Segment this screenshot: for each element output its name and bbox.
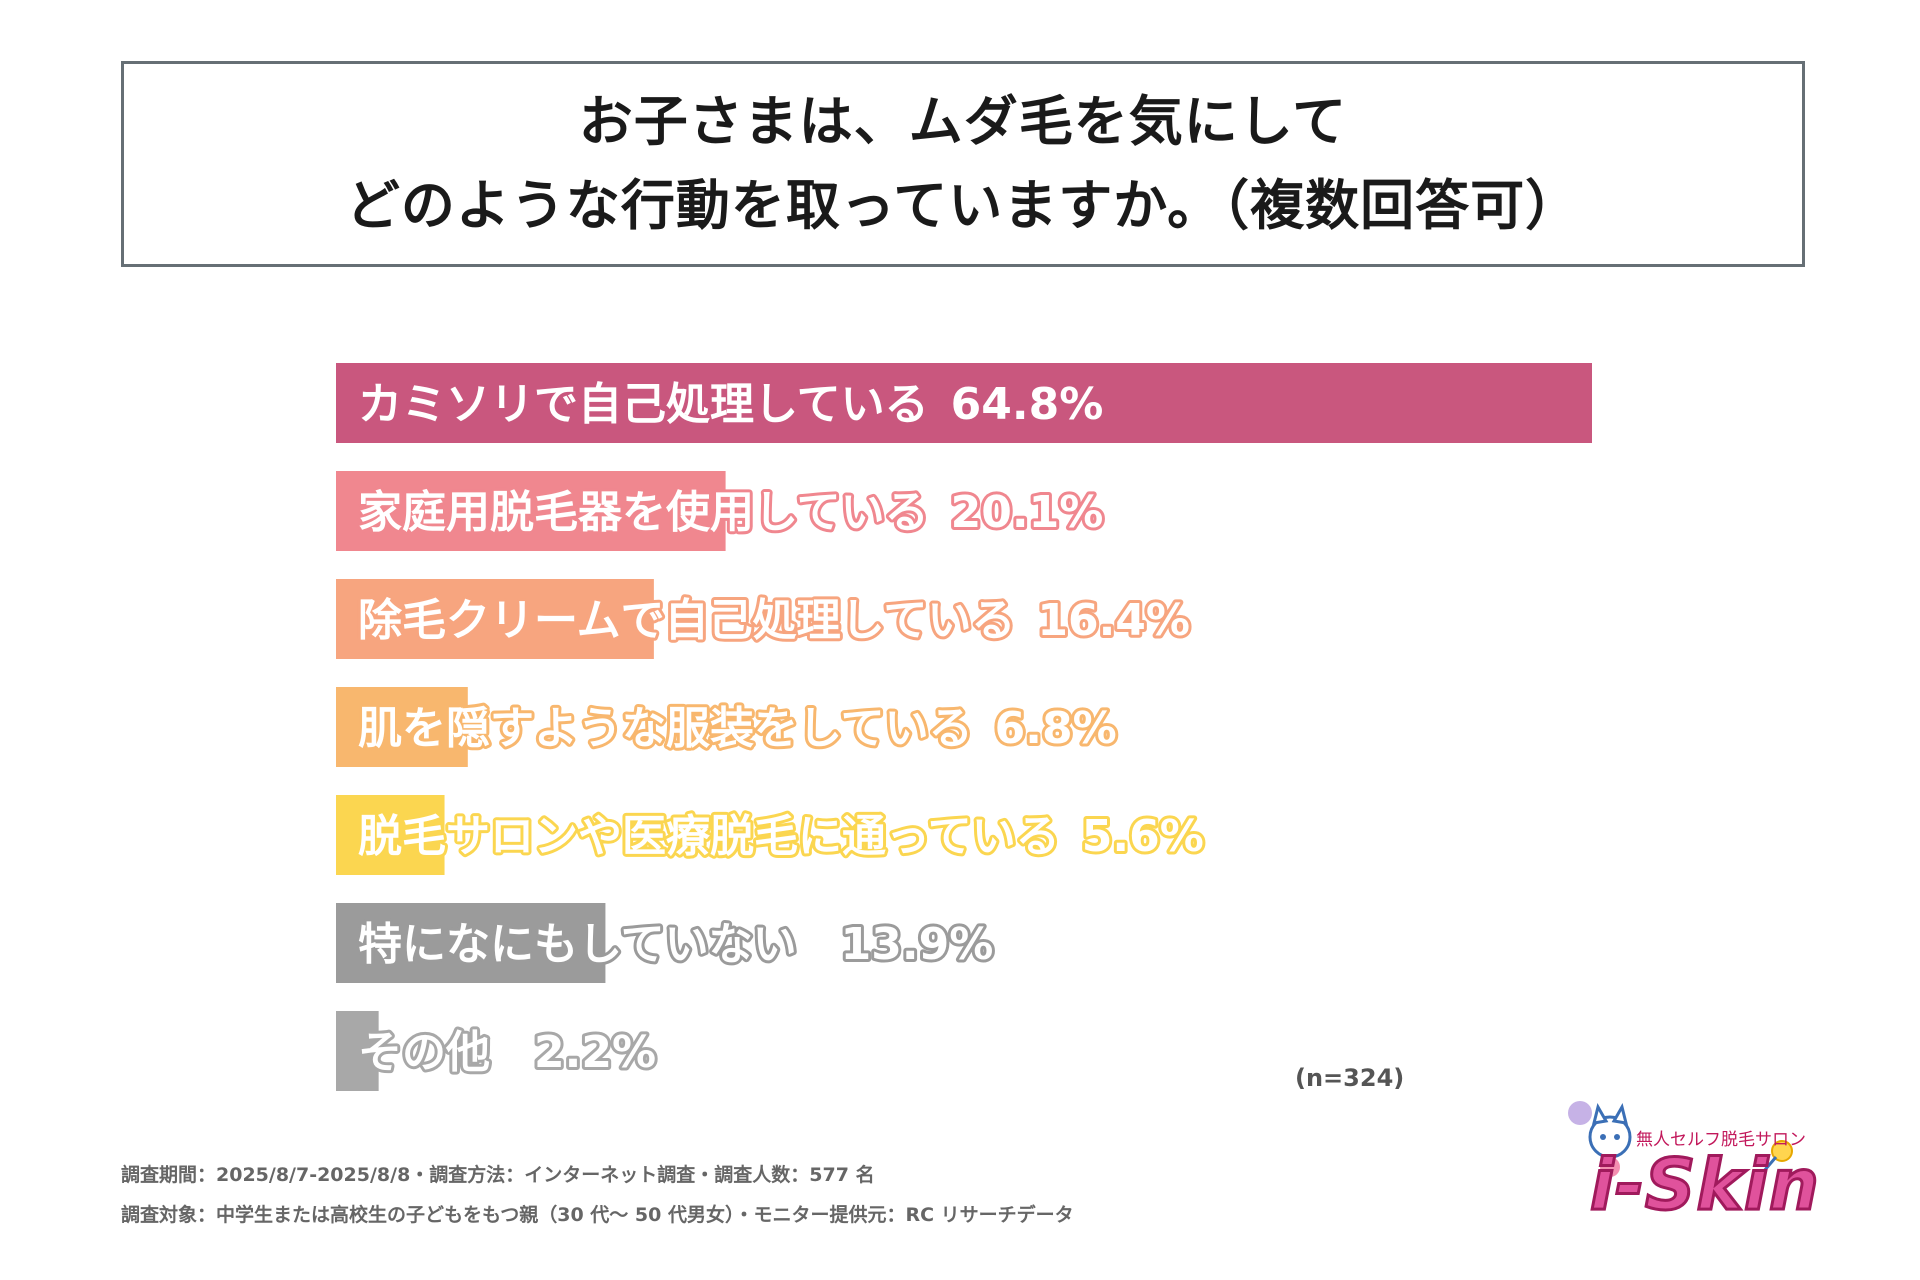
sparkle-icon <box>1762 1140 1793 1172</box>
title-line-1: お子さまは、ムダ毛を気にして <box>578 90 1348 153</box>
bar-label-4: 肌を隠すような服装をしている 6.8% <box>358 703 1117 754</box>
bar-7 <box>336 1011 379 1091</box>
bar-4 <box>336 687 468 767</box>
bar-6 <box>336 903 606 983</box>
bar-label-2: 家庭用脱毛器を使用している 20.1% <box>358 487 1103 538</box>
bar-1 <box>336 363 1592 443</box>
title-box: お子さまは、ムダ毛を気にして どのような行動を取っていますか。（複数回答可） <box>121 61 1805 267</box>
bar-3 <box>336 579 654 659</box>
bar-label-7: その他 2.2% <box>358 1027 656 1078</box>
bar-label-1: カミソリで自己処理している 64.8% <box>358 379 1103 430</box>
bar-5 <box>336 795 445 875</box>
bar-label-5: 脱毛サロンや医療脱毛に通っている 5.6% <box>358 811 1204 862</box>
bar-label-6: 特になにもしていない 13.9% <box>358 919 993 970</box>
title-line-2: どのような行動を取っていますか。（複数回答可） <box>345 174 1581 237</box>
bar-label-3: 除毛クリームで自己処理している 16.4% <box>358 595 1190 646</box>
logo-wordmark: i-Skin <box>1589 1144 1821 1227</box>
survey-target-note: 調査対象：中学生または高校生の子どもをもつ親（30 代～ 50 代男女）・モニタ… <box>121 1204 1074 1226</box>
i-skin-logo: 無人セルフ脱毛サロン i-Skin <box>1560 1095 1820 1230</box>
sample-size-label: (n=324) <box>1295 1064 1405 1092</box>
cat-mascot-icon <box>1568 1101 1632 1177</box>
logo-tagline: 無人セルフ脱毛サロン <box>1636 1130 1806 1150</box>
survey-period-note: 調査期間：2025/8/7-2025/8/8・調査方法：インターネット調査・調査… <box>121 1164 875 1186</box>
bar-2 <box>336 471 726 551</box>
